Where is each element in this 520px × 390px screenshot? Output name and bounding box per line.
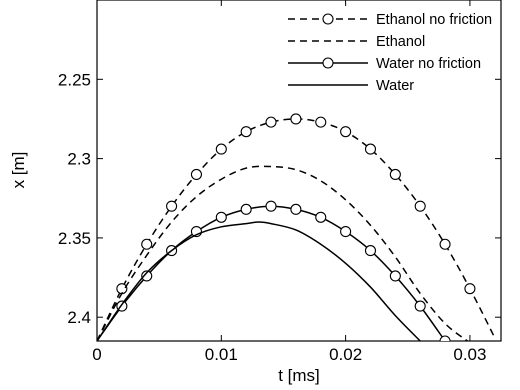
y-tick-label: 2.3 [67,150,91,169]
legend-label-ethanol-no-friction: Ethanol no friction [376,12,492,28]
legend-item-water: Water [288,78,414,94]
data-point-water-no-friction [265,200,277,212]
data-point-ethanol-no-friction [215,143,227,155]
x-tick-label: 0.02 [329,345,362,364]
legend: Ethanol no friction Ethanol Water no frict… [288,12,492,94]
x-tick-label: 0.01 [205,345,238,364]
series-ethanol [97,165,468,341]
data-point-ethanol-no-friction [190,168,202,181]
series-water [97,221,421,341]
data-point-ethanol-no-friction [464,283,476,295]
series-line-ethanol [97,165,468,341]
data-point-water-no-friction [290,203,302,215]
y-tick-label: 2.35 [58,229,91,248]
legend-label-ethanol: Ethanol [376,34,425,50]
plot-area [96,0,502,342]
y-axis-label: x [m] [9,152,28,189]
data-point-ethanol-no-friction [414,200,426,212]
legend-item-water-no-friction: Water no friction [288,56,481,72]
data-point-water-no-friction [439,335,451,341]
data-point-ethanol-no-friction [315,116,327,128]
data-point-water-no-friction [414,300,426,312]
y-tick-label: 2.4 [67,308,91,327]
data-point-ethanol-no-friction [240,126,252,138]
series-ethanol-no-friction [97,113,496,341]
data-point-ethanol-no-friction [290,113,302,125]
legend-item-ethanol: Ethanol [288,34,425,50]
data-point-ethanol-no-friction [340,126,352,138]
axis-ticks: 0 0.01 0.02 0.03 2.25 2.3 2.35 2.4 [58,0,501,364]
legend-marker-water-no-friction [322,57,334,69]
legend-item-ethanol-no-friction: Ethanol no friction [288,12,492,28]
legend-marker-ethanol-no-friction [322,13,334,25]
series-water-no-friction [97,200,451,341]
data-point-ethanol-no-friction [389,168,401,181]
data-point-ethanol-no-friction [141,238,153,250]
x-tick-label: 0 [92,345,101,364]
data-point-water-no-friction [389,270,401,282]
x-axis-label: t [ms] [278,366,320,385]
plot-frame [96,0,502,342]
legend-label-water: Water [376,78,414,94]
series-layer [97,113,496,341]
data-point-ethanol-no-friction [166,200,178,212]
data-point-water-no-friction [340,226,352,238]
data-point-ethanol-no-friction [364,143,377,155]
y-tick-label: 2.25 [58,70,91,89]
legend-label-water-no-friction: Water no friction [376,56,481,72]
data-point-water-no-friction [364,245,377,257]
data-point-ethanol-no-friction [439,238,451,250]
x-tick-label: 0.03 [453,345,486,364]
data-point-water-no-friction [141,270,153,282]
data-point-water-no-friction [215,211,227,223]
series-line-water [97,221,421,341]
data-point-ethanol-no-friction [265,116,277,128]
data-point-water-no-friction [315,211,327,223]
data-point-water-no-friction [240,203,252,215]
